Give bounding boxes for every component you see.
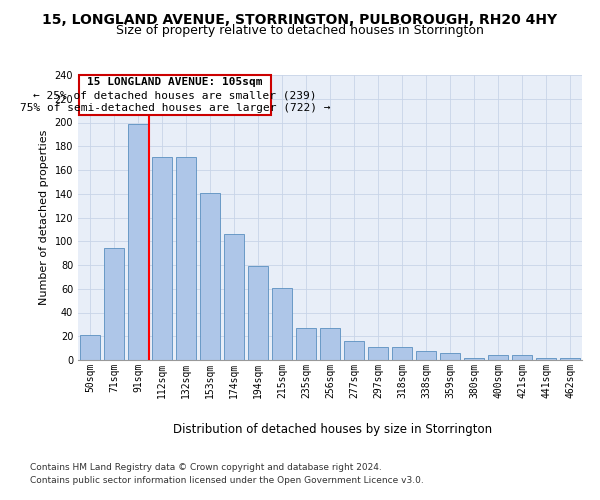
Bar [104, 248, 124, 360]
Bar [560, 358, 580, 360]
Text: ← 25% of detached houses are smaller (239): ← 25% of detached houses are smaller (23… [34, 90, 317, 100]
Bar [368, 347, 388, 360]
Bar [224, 234, 244, 360]
Bar [416, 350, 436, 360]
Bar [536, 358, 556, 360]
FancyBboxPatch shape [79, 75, 271, 116]
Text: 75% of semi-detached houses are larger (722) →: 75% of semi-detached houses are larger (… [20, 104, 331, 114]
Bar [200, 192, 220, 360]
Bar [392, 347, 412, 360]
Bar [488, 355, 508, 360]
Text: Contains public sector information licensed under the Open Government Licence v3: Contains public sector information licen… [30, 476, 424, 485]
Bar [248, 266, 268, 360]
Y-axis label: Number of detached properties: Number of detached properties [39, 130, 49, 305]
Bar [272, 288, 292, 360]
Text: Distribution of detached houses by size in Storrington: Distribution of detached houses by size … [173, 422, 493, 436]
Text: 15 LONGLAND AVENUE: 105sqm: 15 LONGLAND AVENUE: 105sqm [88, 77, 263, 87]
Text: 15, LONGLAND AVENUE, STORRINGTON, PULBOROUGH, RH20 4HY: 15, LONGLAND AVENUE, STORRINGTON, PULBOR… [43, 12, 557, 26]
Bar [128, 124, 148, 360]
Bar [80, 335, 100, 360]
Bar [320, 328, 340, 360]
Text: Contains HM Land Registry data © Crown copyright and database right 2024.: Contains HM Land Registry data © Crown c… [30, 462, 382, 471]
Bar [440, 353, 460, 360]
Text: Size of property relative to detached houses in Storrington: Size of property relative to detached ho… [116, 24, 484, 37]
Bar [512, 355, 532, 360]
Bar [176, 157, 196, 360]
Bar [464, 358, 484, 360]
Bar [296, 328, 316, 360]
Bar [152, 157, 172, 360]
Bar [344, 341, 364, 360]
